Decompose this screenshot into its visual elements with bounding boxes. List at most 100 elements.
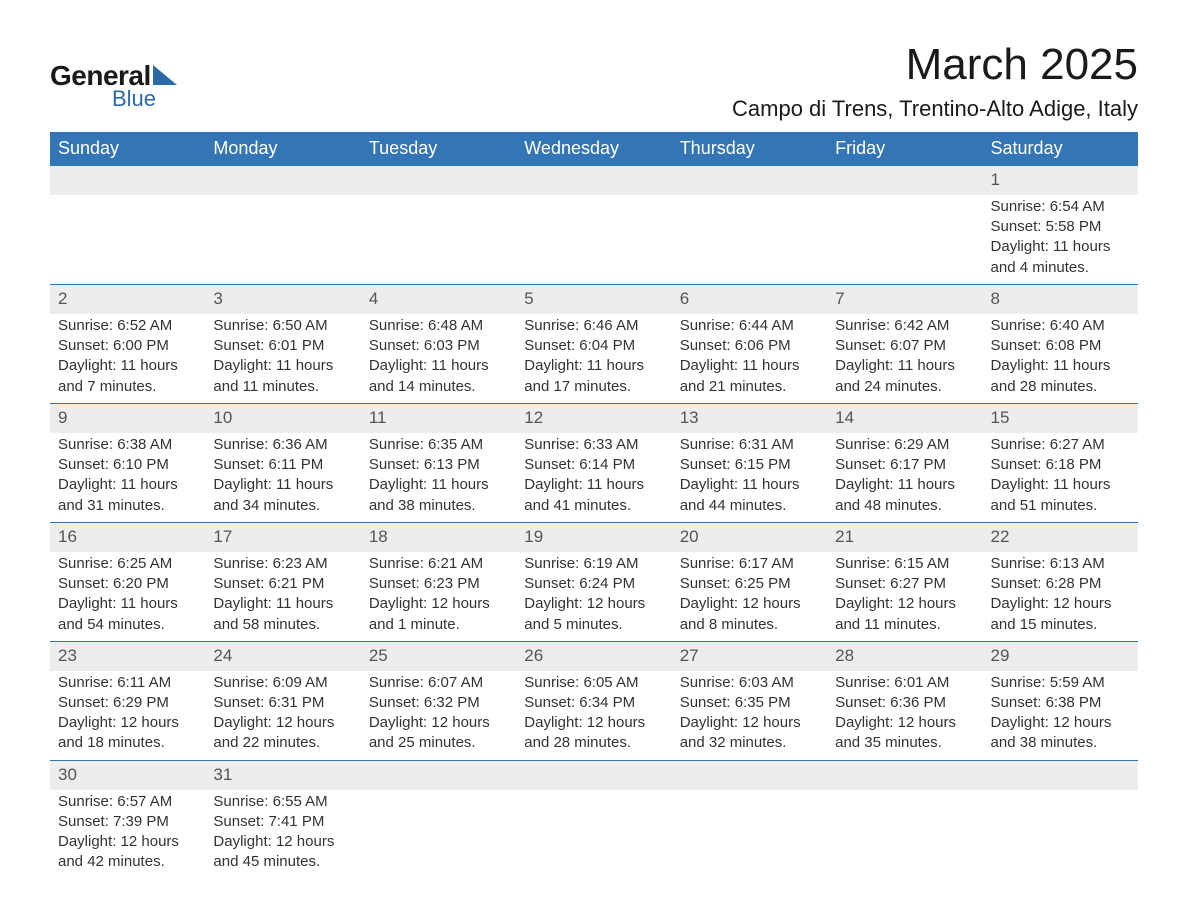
sunset-text: Sunset: 6:00 PM (58, 336, 197, 356)
daylight-text: Daylight: 12 hours and 38 minutes. (991, 713, 1130, 754)
day-body-cell: Sunrise: 5:59 AMSunset: 6:38 PMDaylight:… (983, 671, 1138, 761)
sunset-text: Sunset: 6:03 PM (369, 336, 508, 356)
daylight-text: Daylight: 12 hours and 35 minutes. (835, 713, 974, 754)
day-number-cell: 18 (361, 522, 516, 551)
day-body-row: Sunrise: 6:54 AMSunset: 5:58 PMDaylight:… (50, 195, 1138, 285)
sunset-text: Sunset: 6:27 PM (835, 574, 974, 594)
day-header: Tuesday (361, 132, 516, 166)
sunset-text: Sunset: 6:06 PM (680, 336, 819, 356)
logo-triangle-icon (153, 65, 177, 85)
day-number-row: 23242526272829 (50, 641, 1138, 670)
sunrise-text: Sunrise: 6:40 AM (991, 316, 1130, 336)
sunrise-text: Sunrise: 5:59 AM (991, 673, 1130, 693)
daylight-text: Daylight: 11 hours and 7 minutes. (58, 356, 197, 397)
day-number-cell: 24 (205, 641, 360, 670)
sunset-text: Sunset: 7:41 PM (213, 812, 352, 832)
day-body-cell: Sunrise: 6:13 AMSunset: 6:28 PMDaylight:… (983, 552, 1138, 642)
header: General Blue March 2025 Campo di Trens, … (50, 40, 1138, 122)
day-number-cell: 3 (205, 284, 360, 313)
day-body-cell: Sunrise: 6:46 AMSunset: 6:04 PMDaylight:… (516, 314, 671, 404)
daylight-text: Daylight: 11 hours and 28 minutes. (991, 356, 1130, 397)
sunrise-text: Sunrise: 6:17 AM (680, 554, 819, 574)
day-number-cell (361, 760, 516, 789)
sunset-text: Sunset: 6:25 PM (680, 574, 819, 594)
day-body-cell: Sunrise: 6:25 AMSunset: 6:20 PMDaylight:… (50, 552, 205, 642)
day-body-cell: Sunrise: 6:48 AMSunset: 6:03 PMDaylight:… (361, 314, 516, 404)
day-number: 31 (205, 761, 360, 790)
day-number: 19 (516, 523, 671, 552)
daylight-text: Daylight: 12 hours and 18 minutes. (58, 713, 197, 754)
day-body-cell: Sunrise: 6:54 AMSunset: 5:58 PMDaylight:… (983, 195, 1138, 285)
sunset-text: Sunset: 6:13 PM (369, 455, 508, 475)
day-number: 28 (827, 642, 982, 671)
day-number: 13 (672, 404, 827, 433)
day-number: 21 (827, 523, 982, 552)
sunrise-text: Sunrise: 6:23 AM (213, 554, 352, 574)
day-body-cell: Sunrise: 6:05 AMSunset: 6:34 PMDaylight:… (516, 671, 671, 761)
day-number-cell: 23 (50, 641, 205, 670)
day-body-cell (516, 790, 671, 879)
day-body-cell (361, 195, 516, 285)
day-body-cell: Sunrise: 6:15 AMSunset: 6:27 PMDaylight:… (827, 552, 982, 642)
daylight-text: Daylight: 12 hours and 11 minutes. (835, 594, 974, 635)
day-body-cell (827, 790, 982, 879)
logo: General Blue (50, 60, 177, 112)
sunrise-text: Sunrise: 6:48 AM (369, 316, 508, 336)
day-header: Wednesday (516, 132, 671, 166)
sunset-text: Sunset: 6:08 PM (991, 336, 1130, 356)
day-number: 16 (50, 523, 205, 552)
day-header: Friday (827, 132, 982, 166)
sunrise-text: Sunrise: 6:36 AM (213, 435, 352, 455)
day-number-cell: 31 (205, 760, 360, 789)
day-number: 27 (672, 642, 827, 671)
sunrise-text: Sunrise: 6:29 AM (835, 435, 974, 455)
day-number-cell: 14 (827, 403, 982, 432)
day-number: 3 (205, 285, 360, 314)
daylight-text: Daylight: 11 hours and 17 minutes. (524, 356, 663, 397)
calendar-table: Sunday Monday Tuesday Wednesday Thursday… (50, 132, 1138, 879)
sunrise-text: Sunrise: 6:07 AM (369, 673, 508, 693)
daylight-text: Daylight: 11 hours and 58 minutes. (213, 594, 352, 635)
day-number: 4 (361, 285, 516, 314)
day-number-cell: 5 (516, 284, 671, 313)
day-number-cell: 4 (361, 284, 516, 313)
day-number: 2 (50, 285, 205, 314)
day-number-cell (50, 166, 205, 195)
sunset-text: Sunset: 6:04 PM (524, 336, 663, 356)
sunrise-text: Sunrise: 6:25 AM (58, 554, 197, 574)
sunset-text: Sunset: 6:14 PM (524, 455, 663, 475)
daylight-text: Daylight: 11 hours and 38 minutes. (369, 475, 508, 516)
day-number: 30 (50, 761, 205, 790)
day-body-row: Sunrise: 6:25 AMSunset: 6:20 PMDaylight:… (50, 552, 1138, 642)
sunset-text: Sunset: 6:15 PM (680, 455, 819, 475)
daylight-text: Daylight: 11 hours and 44 minutes. (680, 475, 819, 516)
day-number-cell: 22 (983, 522, 1138, 551)
sunrise-text: Sunrise: 6:52 AM (58, 316, 197, 336)
day-body-cell: Sunrise: 6:19 AMSunset: 6:24 PMDaylight:… (516, 552, 671, 642)
daylight-text: Daylight: 11 hours and 11 minutes. (213, 356, 352, 397)
sunset-text: Sunset: 6:21 PM (213, 574, 352, 594)
sunrise-text: Sunrise: 6:55 AM (213, 792, 352, 812)
day-number: 8 (983, 285, 1138, 314)
month-title: March 2025 (732, 40, 1138, 90)
day-number: 20 (672, 523, 827, 552)
day-number-cell: 30 (50, 760, 205, 789)
day-body-cell: Sunrise: 6:27 AMSunset: 6:18 PMDaylight:… (983, 433, 1138, 523)
sunset-text: Sunset: 6:18 PM (991, 455, 1130, 475)
day-number: 29 (983, 642, 1138, 671)
daylight-text: Daylight: 12 hours and 42 minutes. (58, 832, 197, 873)
sunrise-text: Sunrise: 6:57 AM (58, 792, 197, 812)
day-number: 5 (516, 285, 671, 314)
daylight-text: Daylight: 11 hours and 14 minutes. (369, 356, 508, 397)
day-header: Monday (205, 132, 360, 166)
sunset-text: Sunset: 6:32 PM (369, 693, 508, 713)
daylight-text: Daylight: 12 hours and 32 minutes. (680, 713, 819, 754)
day-number: 12 (516, 404, 671, 433)
day-number-cell: 1 (983, 166, 1138, 195)
day-number: 10 (205, 404, 360, 433)
sunset-text: Sunset: 5:58 PM (991, 217, 1130, 237)
day-number-cell: 13 (672, 403, 827, 432)
sunrise-text: Sunrise: 6:50 AM (213, 316, 352, 336)
sunrise-text: Sunrise: 6:09 AM (213, 673, 352, 693)
day-body-cell: Sunrise: 6:42 AMSunset: 6:07 PMDaylight:… (827, 314, 982, 404)
